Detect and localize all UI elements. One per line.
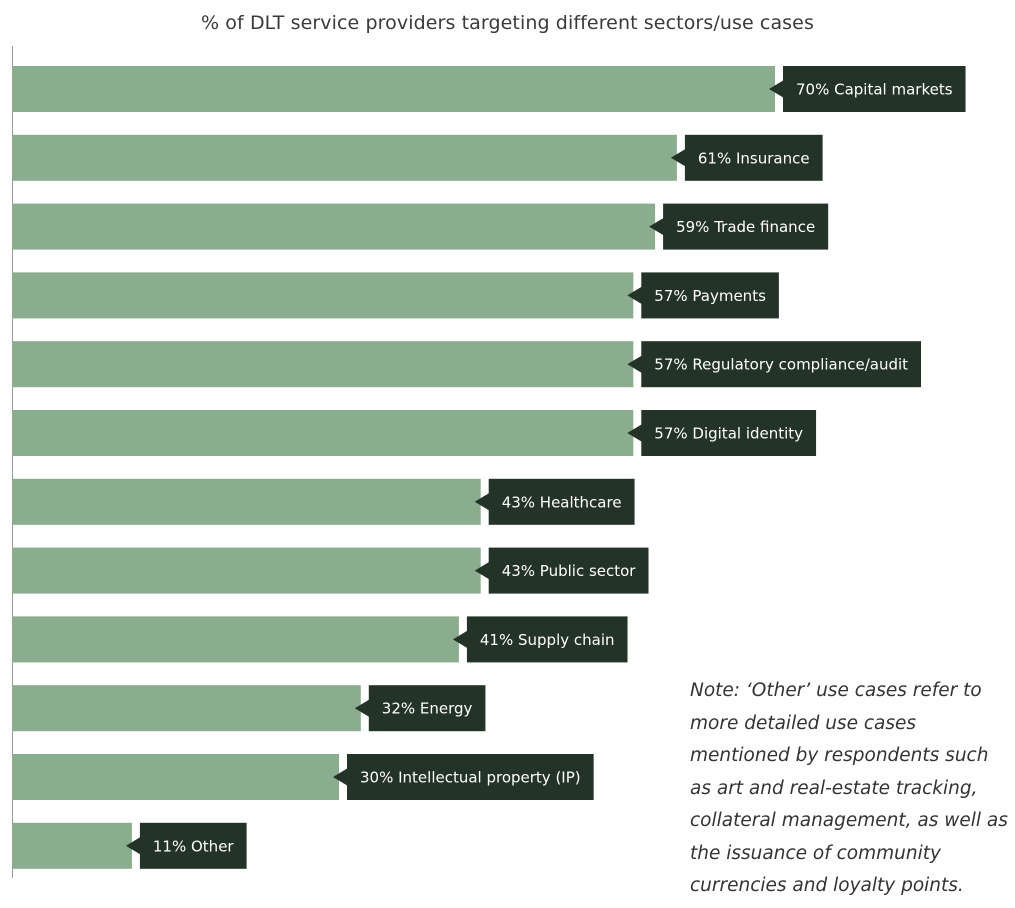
- data-label: 61% Insurance: [698, 149, 810, 167]
- data-label-box: [488, 478, 635, 525]
- data-label-box: [783, 66, 966, 112]
- bar-group: 11% Other: [12, 822, 247, 869]
- data-label-pointer: [627, 424, 643, 442]
- bar: [12, 66, 775, 112]
- bar-group: 43% Healthcare: [12, 478, 635, 525]
- data-label-box: [641, 272, 779, 319]
- data-label: 11% Other: [153, 837, 235, 855]
- bar: [12, 203, 656, 250]
- data-label: 43% Healthcare: [502, 493, 622, 511]
- data-label-box: [488, 547, 649, 594]
- data-label-box: [641, 410, 817, 456]
- bar-group: 57% Payments: [12, 272, 779, 319]
- data-label-pointer: [474, 492, 490, 511]
- data-label-pointer: [474, 561, 490, 580]
- data-label-box: [684, 134, 823, 181]
- bar-group: 43% Public sector: [12, 547, 649, 594]
- data-label: 30% Intellectual property (IP): [360, 769, 581, 787]
- data-label-pointer: [354, 699, 370, 718]
- data-label: 43% Public sector: [502, 562, 637, 580]
- bar-group: 57% Regulatory compliance/audit: [12, 341, 922, 388]
- bar-group: 70% Capital markets: [12, 66, 966, 112]
- data-label-box: [368, 685, 486, 732]
- bar-group: 59% Trade finance: [12, 203, 829, 250]
- bar-group: 57% Digital identity: [12, 410, 817, 456]
- bar: [12, 341, 634, 388]
- bar: [12, 134, 677, 181]
- bar: [12, 478, 481, 525]
- data-label-pointer: [125, 836, 141, 855]
- data-label: 59% Trade finance: [676, 218, 815, 236]
- bar: [12, 685, 361, 732]
- data-label-pointer: [670, 148, 686, 167]
- data-label-pointer: [627, 355, 643, 374]
- bar-group: 61% Insurance: [12, 134, 823, 181]
- bar: [12, 616, 459, 663]
- data-label-box: [139, 822, 247, 869]
- data-label-pointer: [452, 630, 468, 649]
- data-label: 57% Digital identity: [654, 425, 803, 443]
- data-label-box: [466, 616, 628, 663]
- bar-group: 30% Intellectual property (IP): [12, 754, 594, 800]
- bar: [12, 754, 339, 800]
- data-label-pointer: [627, 286, 643, 305]
- bar-group: 41% Supply chain: [12, 616, 628, 663]
- data-label-pointer: [333, 768, 348, 786]
- data-label-box: [347, 754, 594, 800]
- data-label: 70% Capital markets: [796, 81, 953, 99]
- bar-group: 32% Energy: [12, 685, 486, 732]
- data-label: 41% Supply chain: [480, 631, 615, 649]
- bar: [12, 547, 481, 594]
- data-label-box: [663, 203, 829, 250]
- data-label: 57% Regulatory compliance/audit: [654, 356, 908, 374]
- bar: [12, 822, 132, 869]
- bar: [12, 272, 634, 319]
- bar: [12, 410, 634, 456]
- data-label: 57% Payments: [654, 287, 766, 305]
- data-label-pointer: [649, 217, 665, 236]
- chart-title: % of DLT service providers targeting dif…: [201, 12, 814, 34]
- chart-note: Note: ‘Other’ use cases refer to more de…: [690, 680, 1008, 896]
- data-label-box: [641, 341, 922, 388]
- data-label-pointer: [769, 80, 784, 98]
- data-label: 32% Energy: [382, 700, 473, 718]
